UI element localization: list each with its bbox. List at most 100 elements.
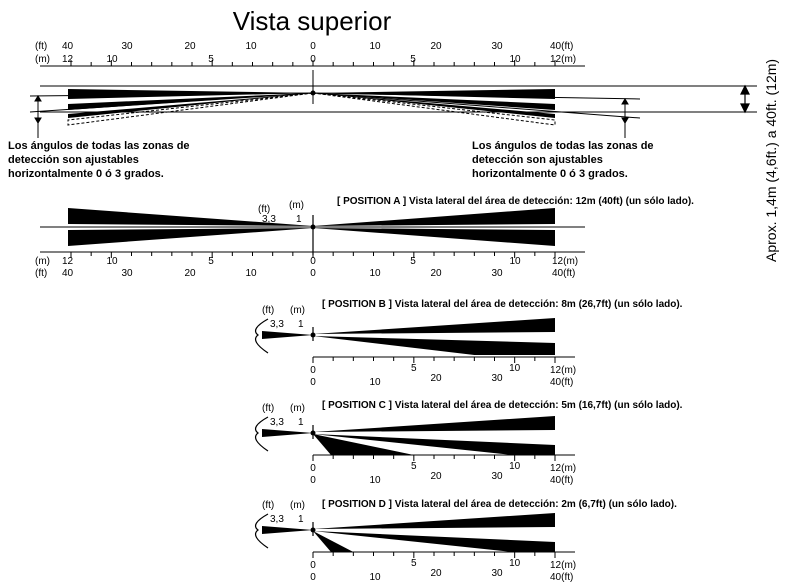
wall-bracket (255, 318, 269, 354)
position-a-side-view: [ POSITION A ] Vista lateral del área de… (35, 196, 694, 279)
lower-beam (313, 336, 555, 355)
m-tick-label: 12 (62, 54, 74, 65)
ft-tick-label: 20 (184, 41, 196, 52)
ft-tick-label: 10 (369, 572, 381, 582)
wall-bracket (255, 513, 269, 549)
m-tick-label: 12 (62, 256, 74, 267)
middle-beam (313, 531, 555, 552)
adjust-note-line: detección son ajustables (472, 154, 603, 166)
height-m-label: 1 (298, 417, 304, 428)
top-ruler (40, 60, 585, 67)
m-right-label: 12(m) (550, 463, 576, 474)
ft-tick-label: 10 (245, 41, 257, 52)
position-c-heading: [ POSITION C ] Vista lateral del área de… (322, 400, 683, 411)
position-a-upper-left-beam (68, 208, 313, 226)
m-unit-label: (m) (289, 200, 304, 211)
adjust-angle-marks (29, 92, 641, 138)
position-b-side-view: [ POSITION B ] Vista lateral del área de… (255, 299, 683, 388)
ft-tick-label: 10 (369, 475, 381, 486)
m-unit-label: (m) (290, 500, 305, 511)
top-view: Vista superior (ft) (m) 40 30 20 10 0 10… (8, 6, 757, 180)
m-tick-label: 0 (310, 463, 316, 474)
height-ft-label: 3,3 (270, 514, 284, 525)
ft-tick-label: 40 (62, 41, 74, 52)
height-arrow (740, 84, 750, 114)
top-beam-left-dashed (67, 92, 314, 126)
adjust-note-right: Los ángulos de todas las zonas de detecc… (472, 140, 654, 180)
ft-right-label: 40(ft) (552, 268, 575, 279)
ft-right-label: 40(ft) (550, 377, 573, 388)
ft-tick-label: 30 (491, 41, 503, 52)
position-a-lower-left-beam (68, 228, 313, 246)
m-tick-label: 5 (208, 54, 214, 65)
m-tick-label: 10 (509, 558, 521, 569)
ft-tick-label: 0 (310, 41, 316, 52)
ft-tick-label: 40 (62, 268, 74, 279)
ft-unit-label: (ft) (262, 500, 274, 511)
upper-beam (313, 416, 555, 432)
upper-beam (313, 513, 555, 529)
height-m-label: 1 (298, 319, 304, 330)
ft-tick-label: 30 (491, 471, 503, 482)
m-tick-label: 0 (310, 560, 316, 571)
top-beam-right-dashed (312, 92, 556, 126)
ft-unit-label: (ft) (262, 305, 274, 316)
m-unit-label-left: (m) (35, 54, 50, 65)
ft-unit-label: (ft) (262, 403, 274, 414)
m-tick-label: 5 (410, 54, 416, 65)
back-beam (262, 331, 313, 339)
m-tick-label: 10 (509, 461, 521, 472)
middle-beam (313, 434, 555, 455)
back-beam (262, 429, 313, 437)
m-tick-label: 0 (310, 54, 316, 65)
ft-tick-label: 30 (491, 373, 503, 384)
m-unit-label: (m) (290, 403, 305, 414)
ft-tick-label: 30 (491, 268, 503, 279)
m-tick-label: 10 (106, 256, 118, 267)
upper-beam (313, 318, 555, 334)
ft-unit-label: (ft) (35, 268, 47, 279)
m-tick-label: 5 (411, 558, 417, 569)
m-tick-label: 0 (310, 365, 316, 376)
ft-tick-label: 20 (430, 268, 442, 279)
sensor-dot (310, 527, 316, 533)
ft-tick-label: 20 (430, 471, 442, 482)
ft-right-label: 40(ft) (550, 572, 573, 582)
sensor-dot (310, 332, 316, 338)
m-right-label: 12(m) (550, 560, 576, 571)
adjust-note-line: horizontalmente 0 ó 3 grados. (8, 168, 164, 180)
m-right-label: 12(m) (552, 256, 578, 267)
ft-tick-label: 10 (369, 268, 381, 279)
position-d-side-view: [ POSITION D ] Vista lateral del área de… (255, 499, 677, 582)
lower-beam (313, 531, 354, 552)
ft-tick-label: 30 (121, 41, 133, 52)
position-a-lower-right-beam (313, 228, 555, 246)
m-tick-label: 5 (208, 256, 214, 267)
m-right-label: 12(m) (550, 365, 576, 376)
ft-tick-label: 10 (369, 377, 381, 388)
ft-tick-label: 30 (121, 268, 133, 279)
position-c-side-view: [ POSITION C ] Vista lateral del área de… (255, 400, 683, 486)
adjust-note-left: Los ángulos de todas las zonas de detecc… (8, 140, 190, 180)
page-title: Vista superior (233, 6, 392, 36)
height-ft-label: 3,3 (270, 417, 284, 428)
ft-right-label: 40(ft) (550, 475, 573, 486)
ft-unit-label: (ft) (258, 204, 270, 215)
wall-bracket (255, 416, 269, 452)
top-ruler-labels: (ft) (m) 40 30 20 10 0 10 20 30 40(ft) 1… (35, 41, 576, 65)
sensor-dot (310, 430, 316, 436)
side-height-label: Aprox. 1,4m (4,6ft.) a 40ft. (12m) (763, 59, 779, 262)
ft-tick-label: 0 (310, 572, 316, 582)
m-tick-label: 10 (509, 256, 521, 267)
position-a-heading: [ POSITION A ] Vista lateral del área de… (337, 196, 694, 207)
m-tick-label: 10 (509, 54, 521, 65)
back-beam (262, 526, 313, 534)
ft-tick-label: 30 (491, 568, 503, 579)
height-ft-label: 3,3 (270, 319, 284, 330)
position-d-heading: [ POSITION D ] Vista lateral del área de… (322, 499, 677, 510)
ft-tick-label: 0 (310, 268, 316, 279)
ft-tick-label: 20 (184, 268, 196, 279)
ft-tick-label: 0 (310, 475, 316, 486)
ft-tick-label: 20 (430, 568, 442, 579)
